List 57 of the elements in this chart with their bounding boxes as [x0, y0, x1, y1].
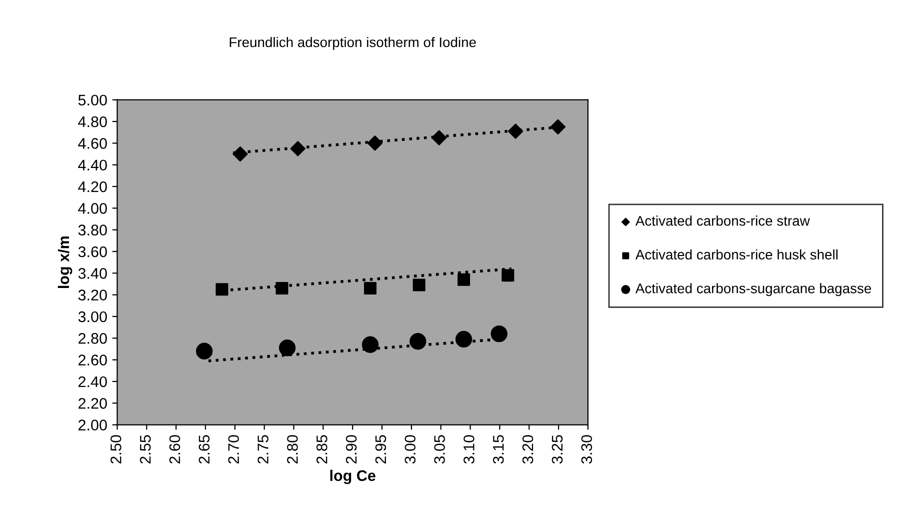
y-tick-label: 5.00	[78, 94, 107, 106]
point	[412, 278, 426, 292]
x-tick-label: 2.75	[258, 435, 268, 464]
y-axis-title: log x/m	[58, 236, 72, 288]
point	[364, 282, 376, 295]
y-tick-label: 3.40	[78, 268, 107, 279]
legend-label: Activated carbons-sugarcane bagasse	[635, 283, 872, 296]
y-tick-label: 3.60	[78, 246, 107, 258]
x-tick-label: 3.00	[404, 435, 416, 464]
point	[502, 269, 514, 282]
x-tick-label: 2.50	[110, 435, 122, 464]
x-tick-label: 3.15	[492, 435, 504, 464]
point	[508, 124, 524, 139]
x-tick-label: 3.30	[581, 435, 592, 464]
y-tick-label: 3.20	[78, 290, 107, 300]
y-tick-label: 4.40	[78, 160, 107, 171]
y-tick-label: 2.80	[78, 333, 107, 344]
point	[367, 136, 383, 151]
x-tick-label: 2.90	[346, 435, 357, 464]
point	[455, 330, 472, 348]
y-tick-label: 2.40	[78, 376, 107, 388]
x-tick-label: 2.95	[375, 435, 386, 464]
y-tick-label: 4.00	[78, 203, 107, 214]
point	[290, 141, 306, 156]
legend-label: Activated carbons-rice straw	[635, 216, 810, 226]
y-tick-label: 4.80	[78, 116, 107, 128]
x-tick-label: 3.25	[552, 435, 563, 464]
x-tick-label: 3.05	[434, 435, 445, 464]
point	[410, 333, 426, 350]
chart-title: Freundlich adsorption isotherm of Iodine	[230, 36, 476, 50]
point	[232, 146, 248, 162]
y-tick-label: 2.60	[78, 354, 107, 366]
point	[550, 119, 566, 134]
x-axis-title: log Ce	[330, 470, 376, 484]
x-tick-label: 2.55	[140, 435, 151, 464]
point	[458, 273, 470, 286]
y-tick-label: 2.00	[78, 420, 107, 430]
point	[432, 130, 447, 146]
point	[216, 283, 228, 296]
legend-label: Activated carbons-rice husk shell	[635, 249, 838, 260]
point	[276, 282, 288, 295]
x-tick-label: 2.80	[287, 435, 298, 464]
point	[490, 325, 508, 342]
y-tick-label: 4.60	[78, 138, 107, 149]
y-tick-label: 2.20	[78, 398, 107, 409]
point	[196, 342, 213, 360]
y-tick-label: 3.80	[78, 224, 107, 236]
y-tick-label: 4.20	[78, 181, 107, 192]
y-tick-label: 3.00	[78, 311, 107, 322]
point	[278, 340, 296, 356]
x-tick-label: 3.10	[464, 435, 474, 464]
point	[362, 336, 379, 353]
x-tick-label: 3.20	[522, 435, 534, 464]
x-tick-label: 2.85	[316, 435, 328, 464]
x-tick-label: 2.65	[198, 435, 210, 464]
x-tick-label: 2.60	[169, 435, 180, 464]
x-tick-label: 2.70	[228, 435, 240, 464]
